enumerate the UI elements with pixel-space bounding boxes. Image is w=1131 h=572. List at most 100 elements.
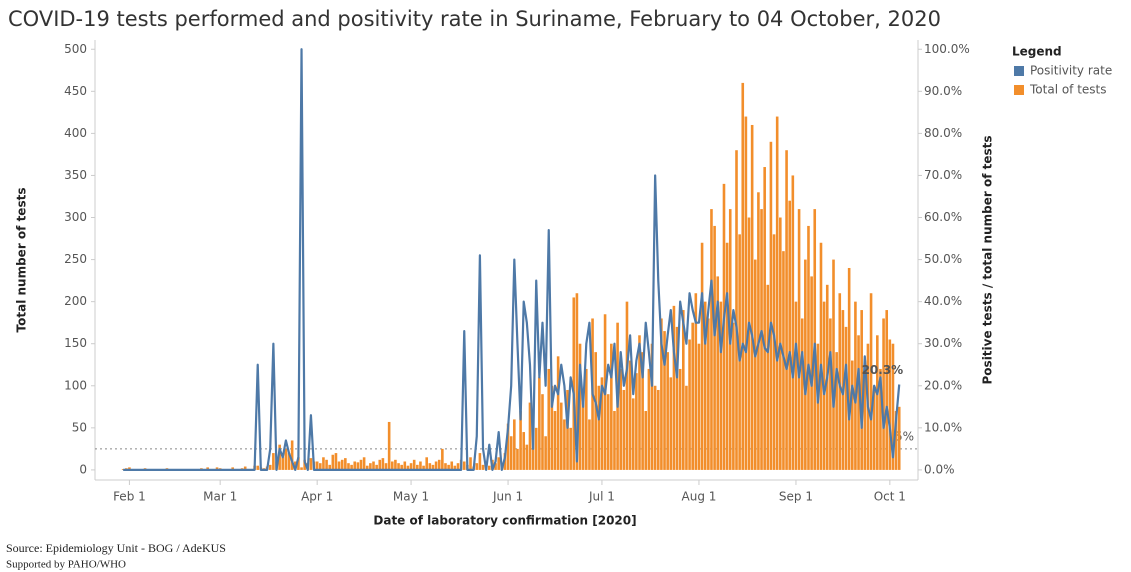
bar: [732, 322, 735, 470]
bar: [353, 461, 357, 470]
bar: [619, 368, 623, 470]
annotation: 20.3%: [862, 363, 904, 377]
source: Supported by PAHO/WHO: [6, 559, 126, 571]
y2-tick-label: 90.0%: [924, 84, 962, 98]
bar: [656, 389, 660, 470]
bar: [775, 116, 779, 470]
bar: [290, 440, 294, 470]
y-tick-label: 150: [64, 336, 87, 350]
bar: [378, 459, 382, 470]
bar: [600, 377, 604, 470]
bar: [525, 444, 529, 470]
bar: [594, 352, 597, 470]
bar: [678, 368, 682, 470]
x-tick-label: Sep 1: [779, 490, 813, 504]
bar: [606, 394, 610, 470]
bar: [559, 402, 563, 470]
bar: [785, 150, 788, 470]
bar: [647, 368, 651, 470]
bar: [872, 385, 876, 470]
bar: [644, 411, 648, 470]
bar: [675, 326, 679, 470]
bar: [400, 464, 403, 470]
bar: [835, 352, 838, 470]
y-tick-label: 350: [64, 168, 87, 182]
bar: [541, 394, 544, 470]
bar: [419, 461, 422, 470]
bar: [538, 377, 541, 470]
bar: [372, 461, 375, 470]
bar: [807, 225, 810, 470]
bar: [694, 293, 698, 470]
bar: [425, 457, 429, 470]
x-axis-title: Date of laboratory confirmation [2020]: [373, 514, 636, 528]
bar: [544, 436, 547, 470]
y2-tick-label: 100.0%: [924, 42, 970, 56]
bar: [584, 368, 588, 470]
x-tick-label: Aug 1: [682, 490, 717, 504]
bar: [522, 432, 526, 470]
bar: [344, 458, 347, 470]
y-tick-label: 300: [64, 210, 87, 224]
bar: [744, 116, 748, 470]
y2-tick-label: 70.0%: [924, 168, 962, 182]
bar: [716, 276, 720, 470]
bar: [453, 465, 457, 470]
reference-label: 5%: [895, 429, 914, 443]
bar: [788, 200, 791, 470]
bar: [569, 427, 572, 470]
bar: [534, 427, 538, 470]
bar: [882, 318, 885, 470]
bar: [854, 301, 857, 470]
bar: [753, 259, 757, 470]
bar: [350, 464, 353, 470]
y2-tick-label: 50.0%: [924, 252, 962, 266]
bar: [381, 458, 385, 470]
bar: [622, 389, 626, 470]
bar: [300, 467, 303, 470]
y-tick-label: 400: [64, 126, 87, 140]
y-tick-label: 200: [64, 294, 87, 308]
bar: [547, 368, 551, 470]
bar: [697, 343, 701, 470]
bar: [309, 458, 313, 470]
bar: [563, 419, 566, 470]
bar: [578, 343, 582, 470]
bar: [741, 82, 745, 470]
bar: [447, 464, 450, 470]
bar: [888, 339, 892, 470]
bar: [588, 419, 591, 470]
bar: [369, 463, 372, 470]
bar: [800, 318, 804, 470]
y-tick-label: 500: [64, 42, 87, 56]
bar: [475, 463, 479, 470]
bar: [804, 259, 807, 470]
bar: [650, 343, 654, 470]
legend-label: Total of tests: [1029, 83, 1107, 97]
bar: [553, 411, 557, 470]
bar: [469, 457, 472, 470]
line: [123, 48, 901, 471]
bar: [287, 453, 291, 470]
y-axis-title: Total number of tests: [15, 188, 29, 333]
bar: [315, 461, 319, 470]
y-tick-label: 250: [64, 252, 87, 266]
bar: [791, 175, 795, 470]
bar: [653, 385, 657, 470]
bar: [215, 467, 219, 470]
bar: [860, 310, 863, 470]
bar: [760, 209, 763, 470]
bar: [390, 461, 394, 470]
legend-swatch: [1014, 66, 1024, 76]
bar: [725, 242, 729, 470]
bar: [597, 385, 601, 470]
bar: [688, 339, 691, 470]
bar: [816, 343, 820, 470]
bar: [707, 318, 710, 470]
bar: [613, 411, 616, 470]
bar: [666, 352, 669, 470]
bar: [663, 331, 666, 470]
x-tick-label: Mar 1: [203, 490, 237, 504]
bar: [669, 377, 673, 470]
